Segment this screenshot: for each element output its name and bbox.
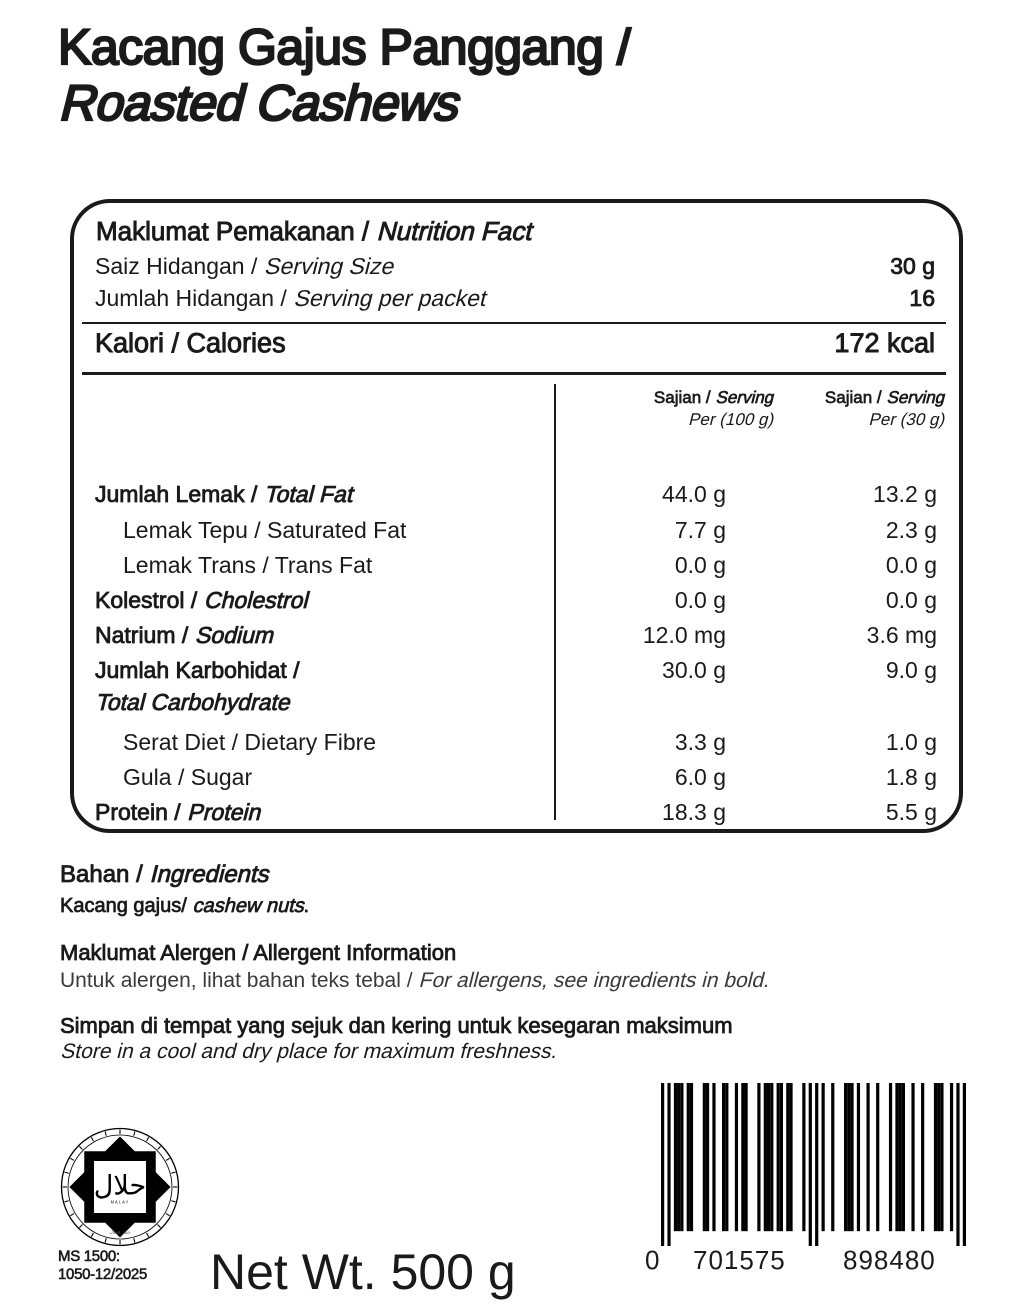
svg-text:حلال: حلال (94, 1170, 147, 1201)
svg-text:MALAY: MALAY (111, 1199, 130, 1204)
